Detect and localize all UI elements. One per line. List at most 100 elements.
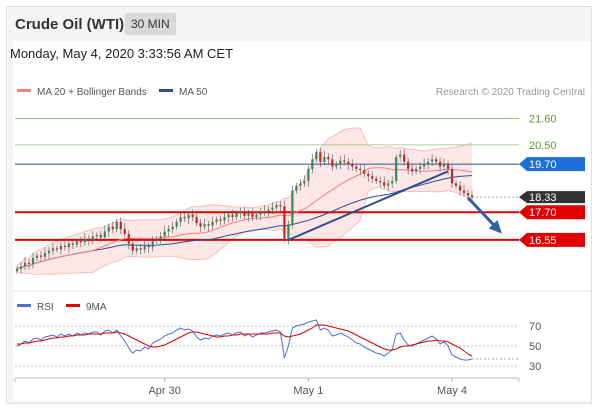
- candle: [55, 245, 59, 253]
- candle-body: [199, 223, 202, 227]
- candle-body: [91, 236, 94, 240]
- candle-body: [303, 180, 306, 184]
- candle: [427, 158, 430, 170]
- candle-body: [87, 238, 90, 240]
- candle-body: [307, 168, 310, 181]
- candle: [247, 209, 250, 222]
- rsi-ma-legend-label: 9MA: [86, 302, 107, 313]
- candle-body: [399, 154, 402, 157]
- candle: [207, 220, 210, 232]
- candle-body: [115, 221, 118, 230]
- candle: [15, 265, 19, 275]
- candle-body: [427, 161, 430, 165]
- candle: [291, 185, 294, 229]
- candle: [203, 218, 206, 231]
- candle-body: [59, 245, 62, 250]
- candle: [183, 211, 186, 222]
- candle-body: [159, 236, 162, 239]
- candle-body: [23, 262, 27, 267]
- candle-body: [319, 152, 322, 162]
- candle: [175, 218, 178, 230]
- candle: [159, 231, 162, 244]
- candle-body: [215, 219, 218, 222]
- candle: [423, 158, 426, 171]
- candle: [139, 243, 142, 255]
- candle-body: [15, 268, 19, 272]
- candle: [327, 153, 330, 166]
- candle-body: [411, 168, 414, 172]
- candle-body: [407, 161, 410, 169]
- candle-body: [175, 221, 178, 227]
- candle-body: [347, 161, 350, 165]
- candle-body: [123, 229, 126, 234]
- candle-body: [155, 238, 158, 242]
- candle-body: [135, 248, 138, 251]
- candle: [227, 211, 230, 223]
- candle: [303, 175, 306, 187]
- bollinger-band-fill: [17, 127, 472, 275]
- candle: [123, 223, 126, 238]
- candle: [219, 215, 222, 226]
- candle: [211, 216, 214, 230]
- candle-body: [47, 250, 51, 254]
- candle: [450, 163, 454, 188]
- candle-body: [171, 226, 174, 230]
- candle: [319, 147, 322, 167]
- credit-label: Research © 2020 Trading Central: [436, 87, 585, 98]
- candle-body: [359, 168, 362, 171]
- rsi-legend-swatch: [17, 304, 31, 307]
- candle-body: [43, 253, 47, 257]
- candle: [239, 207, 242, 219]
- candle-body: [383, 182, 386, 186]
- candle-body: [371, 176, 374, 179]
- candle-body: [239, 212, 242, 214]
- candle: [59, 241, 62, 255]
- candle-body: [434, 159, 438, 162]
- candle-body: [243, 212, 246, 216]
- candle: [419, 162, 422, 174]
- candle: [191, 209, 194, 222]
- candle-body: [127, 233, 130, 244]
- candle: [407, 158, 410, 175]
- candle: [263, 205, 266, 216]
- timeframe-badge[interactable]: 30 MIN: [125, 13, 176, 35]
- candle-body: [251, 213, 254, 218]
- candle-body: [403, 154, 406, 162]
- rsi-ma-line: [17, 324, 473, 357]
- candle: [135, 245, 138, 254]
- candle-body: [31, 257, 35, 264]
- candle-body: [211, 221, 214, 226]
- candle: [395, 154, 398, 184]
- rsi-tick-30: 30: [529, 361, 541, 373]
- candle: [271, 202, 274, 215]
- candle: [119, 217, 122, 235]
- candle-body: [387, 183, 390, 186]
- candle: [331, 154, 334, 171]
- candle-body: [143, 245, 146, 250]
- bollinger-legend-label: MA 20 + Bollinger Bands: [37, 87, 147, 98]
- candle-body: [355, 166, 358, 169]
- candle: [359, 164, 362, 176]
- candle-body: [423, 164, 426, 167]
- candle: [454, 180, 458, 189]
- candle-body: [27, 262, 31, 264]
- level-label-21.60: 21.60: [529, 113, 557, 125]
- candle: [411, 163, 414, 176]
- candle-body: [139, 248, 142, 250]
- rsi-tick-50: 50: [529, 341, 541, 353]
- datetime-label: Monday, May 4, 2020 3:33:56 AM CET: [10, 46, 234, 61]
- candle: [255, 211, 258, 220]
- candle-body: [179, 217, 182, 222]
- candle-body: [462, 190, 466, 193]
- candle: [151, 236, 154, 252]
- candle-body: [107, 226, 110, 232]
- candle: [462, 184, 466, 197]
- candle-body: [430, 159, 434, 162]
- rsi-tick-70: 70: [529, 321, 541, 333]
- level-tag-19.70: [519, 157, 585, 172]
- candle-body: [279, 205, 282, 207]
- candle: [375, 175, 378, 184]
- x-tick-label: May 4: [437, 385, 467, 397]
- candle: [87, 235, 90, 246]
- level-tag-17.70: [519, 205, 585, 220]
